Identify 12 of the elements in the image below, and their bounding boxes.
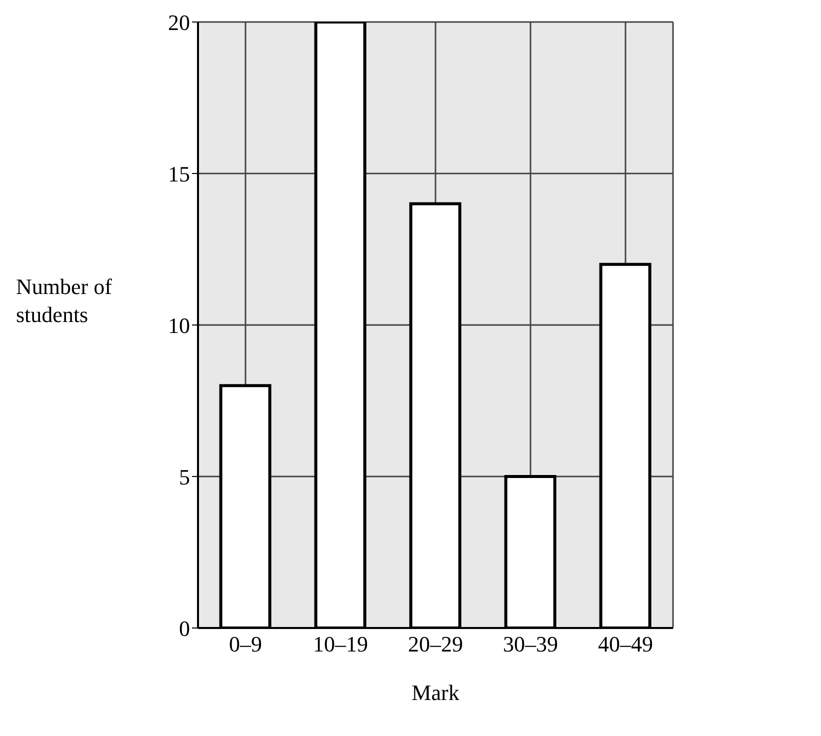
x-tick-label: 20–29 [408, 632, 463, 657]
x-tick-label: 0–9 [229, 632, 262, 657]
y-tick-label: 5 [179, 464, 190, 490]
y-tick-label: 15 [168, 161, 190, 186]
x-tick-label: 40–49 [598, 632, 653, 657]
x-tick-label: 10–19 [313, 632, 368, 657]
x-tick-label: 30–39 [503, 632, 558, 657]
y-axis-title: Number of students [16, 273, 113, 329]
x-axis-title: Mark [412, 680, 460, 705]
y-tick-label: 20 [168, 10, 190, 35]
y-tick-label: 10 [168, 312, 190, 338]
y-tick-label: 0 [179, 616, 190, 641]
